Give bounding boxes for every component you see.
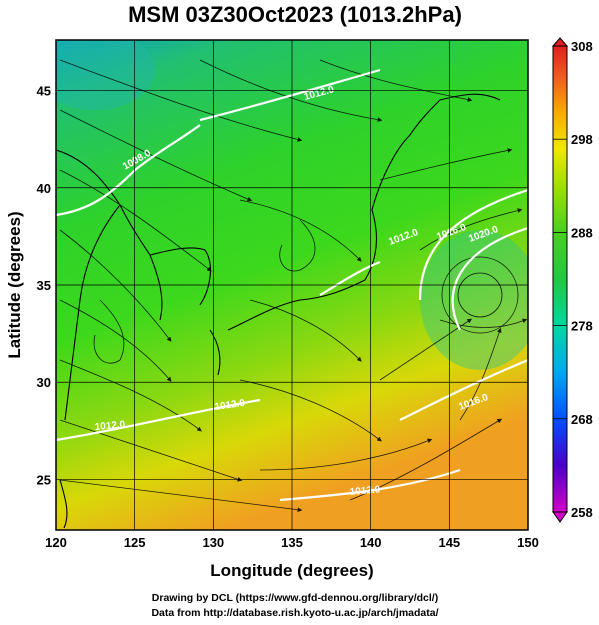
x-axis-label: Longitude (degrees)	[210, 561, 373, 580]
x-tick-label: 130	[202, 535, 224, 550]
isobar-label: 1012.0	[214, 398, 246, 413]
colorbar-tick-label: 258	[571, 505, 593, 520]
isobar-label: 1012.0	[349, 484, 381, 498]
credit-drawing: Drawing by DCL (https://www.gfd-dennou.o…	[151, 592, 439, 604]
x-tick-label: 135	[281, 535, 303, 550]
x-tick-label: 120	[45, 535, 67, 550]
y-tick-label: 35	[37, 278, 51, 293]
colorbar-tick-label: 268	[571, 412, 593, 427]
map-title: MSM 03Z30Oct2023 (1013.2hPa)	[128, 2, 462, 27]
colorbar-body	[552, 45, 568, 513]
credit-data: Data from http://database.rish.kyoto-u.a…	[151, 607, 439, 619]
weather-map: 1012.0 1008.0 1012.0 1016.0 1020.0 1012.…	[5, 37, 593, 580]
y-axis-label: Latitude (degrees)	[5, 211, 24, 358]
colorbar: 308 298 288 278 268 258	[551, 37, 593, 523]
y-axis: 25 30 35 40 45	[37, 84, 51, 488]
colorbar-tick-label: 278	[571, 319, 593, 334]
x-tick-label: 150	[517, 535, 539, 550]
colorbar-top-arrow	[551, 37, 569, 47]
colorbar-tick-label: 288	[571, 225, 593, 240]
y-tick-label: 30	[37, 375, 51, 390]
y-tick-label: 25	[37, 472, 51, 487]
y-tick-label: 45	[37, 84, 51, 99]
coastlines	[56, 93, 501, 529]
x-axis: 120 125 130 135 140 145 150	[45, 535, 539, 550]
colorbar-bottom-arrow	[552, 511, 568, 523]
plot-frame	[55, 39, 529, 531]
y-tick-label: 40	[37, 181, 51, 196]
isobar-label: 1012.0	[94, 419, 126, 433]
streamlines	[59, 59, 528, 513]
x-tick-label: 145	[438, 535, 460, 550]
colorbar-tick-label: 298	[571, 132, 593, 147]
x-tick-label: 140	[360, 535, 382, 550]
colorbar-tick-label: 308	[571, 39, 593, 54]
x-tick-label: 125	[124, 535, 146, 550]
